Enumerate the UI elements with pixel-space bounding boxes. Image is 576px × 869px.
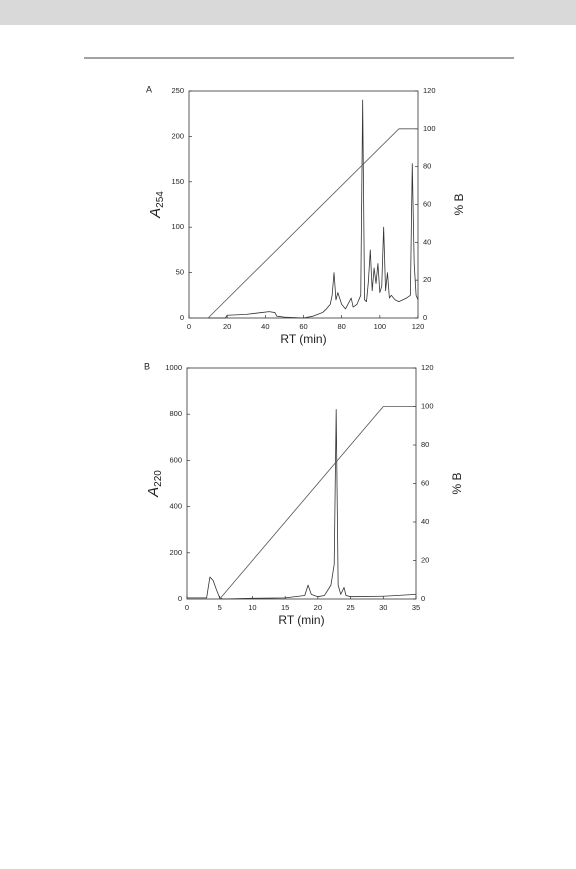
y-axis-label-main: A bbox=[145, 487, 162, 498]
y-tick-label: 1000 bbox=[165, 363, 182, 372]
x-axis-label: RT (min) bbox=[278, 613, 324, 627]
panel-label: B bbox=[144, 361, 150, 371]
y-axis-label: A220 bbox=[145, 470, 164, 498]
absorbance-trace bbox=[189, 99, 419, 319]
x-tick-label: 0 bbox=[187, 322, 191, 331]
y2-tick-label: 60 bbox=[421, 478, 429, 487]
x-tick-label: 25 bbox=[346, 603, 354, 612]
x-tick-label: 120 bbox=[412, 322, 425, 331]
x-tick-label: 35 bbox=[412, 603, 420, 612]
plot-frame bbox=[186, 367, 417, 600]
y2-tick-label: 100 bbox=[423, 124, 436, 133]
y2-tick-label: 120 bbox=[423, 86, 436, 95]
y2-tick-label: 100 bbox=[421, 401, 434, 410]
gradient-line bbox=[187, 406, 416, 600]
x-tick-label: 5 bbox=[218, 603, 222, 612]
x-tick-label: 15 bbox=[281, 603, 289, 612]
y-axis-label: A254 bbox=[147, 191, 166, 219]
y2-tick-label: 60 bbox=[423, 199, 431, 208]
y-tick-label: 200 bbox=[169, 548, 182, 557]
x-tick-label: 20 bbox=[223, 322, 231, 331]
y2-tick-label: 0 bbox=[423, 313, 427, 322]
y-tick-label: 400 bbox=[169, 502, 182, 511]
header-bar bbox=[0, 0, 576, 25]
x-tick-label: 20 bbox=[314, 603, 322, 612]
y-tick-label: 0 bbox=[178, 594, 182, 603]
y2-tick-label: 40 bbox=[421, 517, 429, 526]
panel-label: A bbox=[146, 84, 152, 94]
y-tick-label: 600 bbox=[169, 455, 182, 464]
y-axis-label-subscript: 254 bbox=[155, 191, 166, 208]
y2-tick-label: 20 bbox=[421, 555, 429, 564]
x-tick-label: 30 bbox=[379, 603, 387, 612]
y-tick-label: 250 bbox=[171, 86, 184, 95]
x-tick-label: 100 bbox=[374, 322, 387, 331]
x-tick-label: 0 bbox=[185, 603, 189, 612]
y2-tick-label: 20 bbox=[423, 275, 431, 284]
y2-tick-label: 40 bbox=[423, 237, 431, 246]
x-tick-label: 80 bbox=[337, 322, 345, 331]
absorbance-trace bbox=[187, 409, 417, 600]
x-tick-label: 40 bbox=[261, 322, 269, 331]
plot-frame bbox=[188, 90, 419, 319]
y-tick-label: 150 bbox=[171, 177, 184, 186]
x-axis-label: RT (min) bbox=[280, 332, 326, 346]
y-tick-label: 100 bbox=[171, 222, 184, 231]
gradient-line bbox=[189, 128, 418, 319]
y-axis-label-subscript: 220 bbox=[153, 470, 164, 487]
x-tick-label: 60 bbox=[299, 322, 307, 331]
y-tick-label: 800 bbox=[169, 409, 182, 418]
y-axis-label-main: A bbox=[147, 208, 164, 219]
y2-axis-label: % B bbox=[452, 193, 466, 215]
y-tick-label: 50 bbox=[176, 268, 184, 277]
y-tick-label: 0 bbox=[180, 313, 184, 322]
y2-tick-label: 120 bbox=[421, 363, 434, 372]
y2-axis-label: % B bbox=[450, 472, 464, 494]
y2-tick-label: 0 bbox=[421, 594, 425, 603]
y2-tick-label: 80 bbox=[421, 440, 429, 449]
y2-tick-label: 80 bbox=[423, 162, 431, 171]
y-tick-label: 200 bbox=[171, 131, 184, 140]
x-tick-label: 10 bbox=[248, 603, 256, 612]
